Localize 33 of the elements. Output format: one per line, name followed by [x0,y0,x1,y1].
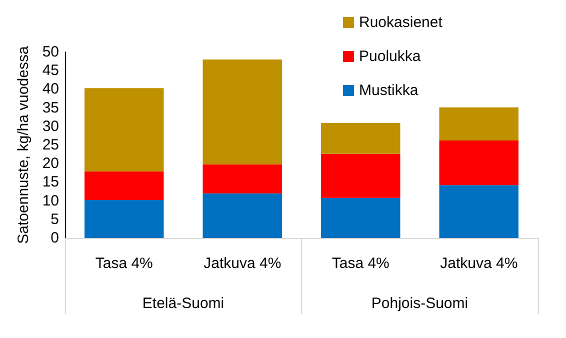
x-tick-label: Tasa 4% [332,255,390,272]
x-tick-label: Tasa 4% [95,255,153,272]
x-tick-label: Jatkuva 4% [440,255,518,272]
bar [202,59,282,164]
y-tick-label: 45 [42,62,59,80]
legend-label: Mustikka [359,82,419,99]
bar [84,88,164,172]
text: Etelä-Suomi [142,295,224,312]
y-tick-label: 40 [42,80,59,98]
y-tick-label: 5 [50,210,59,228]
y-axis-title: Satoennuste, kg/ha vuodessa [15,46,32,244]
bar [84,200,164,238]
y-tick-label: 15 [42,174,59,191]
x-tick-label: Jatkuva 4% [204,255,282,272]
bar [84,171,164,200]
text: Pohjois-Suomi [371,295,468,312]
bar [439,107,518,141]
bar [321,198,400,238]
legend-label: Puolukka [359,48,422,65]
y-tick-label: 50 [42,44,59,60]
bar [321,154,400,198]
y-tick-label: 25 [42,136,59,154]
bar [439,140,518,186]
legend-label: Ruokasienet [359,14,444,31]
y-tick-label: 35 [42,99,59,116]
y-tick-label: 10 [42,192,59,210]
bar [202,193,282,238]
y-tick-label: 20 [42,155,59,172]
bar [439,185,518,238]
y-tick-label: 30 [42,118,59,135]
bar [321,123,400,154]
bar [202,164,282,194]
y-tick-label: 0 [50,230,59,246]
